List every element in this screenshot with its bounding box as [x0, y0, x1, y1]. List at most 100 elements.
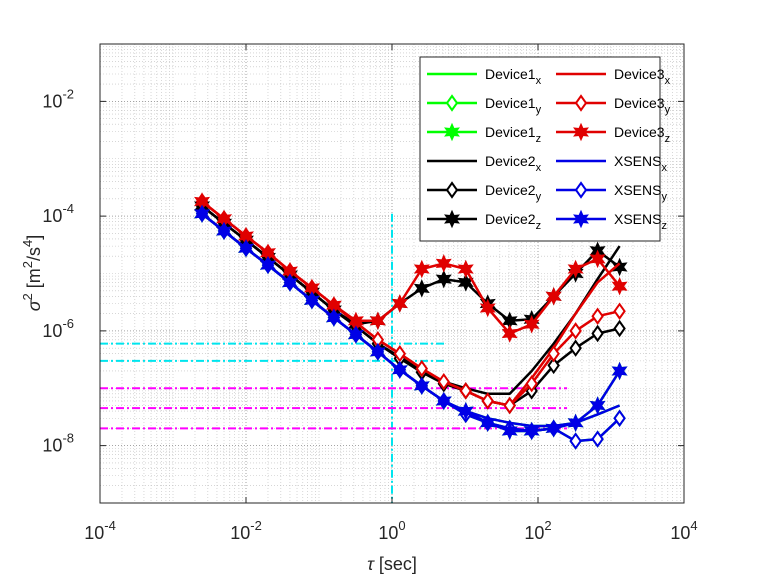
x-label-unit: [sec]: [374, 554, 417, 574]
tick-base: 10: [670, 523, 690, 543]
tick-exponent: -2: [250, 518, 262, 533]
tick-exponent: -8: [62, 431, 74, 446]
marker-diamond: [569, 432, 582, 450]
x-label-symbol: τ: [367, 554, 375, 574]
marker-star: [194, 204, 211, 224]
y-label-part: 2: [20, 261, 35, 268]
legend-name: XSENS: [614, 153, 661, 169]
marker-star: [413, 279, 430, 298]
marker-star: [413, 259, 430, 279]
legend-name: Device2: [485, 182, 536, 198]
legend-name: Device3: [614, 66, 665, 82]
y-label-part: /s: [24, 247, 44, 261]
legend-subscript: x: [536, 75, 542, 87]
legend-name: Device2: [485, 153, 536, 169]
tick-base: 10: [42, 91, 62, 111]
marker-star: [545, 419, 562, 438]
legend-label: Device3y: [614, 95, 671, 116]
marker-star: [413, 376, 430, 396]
legend-name: XSENS: [614, 211, 661, 227]
legend-subscript: z: [536, 220, 542, 232]
marker-diamond: [591, 324, 604, 343]
tick-label: 104: [670, 518, 697, 543]
tick-label: 102: [524, 518, 551, 543]
tick-label: 100: [378, 518, 405, 543]
marker-star: [523, 421, 540, 441]
legend-name: Device2: [485, 211, 536, 227]
marker-star: [501, 324, 518, 343]
marker-diamond: [547, 344, 560, 363]
legend: Device1xDevice1yDevice1zDevice2xDevice2y…: [419, 56, 671, 242]
marker-star: [501, 421, 518, 441]
legend-subscript: x: [661, 162, 667, 174]
marker-diamond: [547, 356, 560, 375]
legend-name: Device1: [485, 66, 536, 82]
marker-star: [435, 391, 452, 411]
y-label-part: ]: [24, 235, 44, 240]
legend-name: XSENS: [614, 182, 661, 198]
marker-diamond: [525, 374, 538, 393]
tick-exponent: 0: [398, 518, 405, 533]
tick-label: 10-4: [42, 201, 74, 226]
marker-star: [457, 259, 474, 279]
tick-exponent: -6: [62, 316, 74, 331]
series: [194, 192, 628, 450]
legend-subscript: z: [536, 133, 542, 145]
tick-base: 10: [42, 436, 62, 456]
marker-star: [523, 315, 540, 334]
marker-star: [611, 257, 628, 277]
tick-label: 10-4: [84, 518, 116, 543]
tick-exponent: -4: [62, 201, 74, 216]
legend-subscript: y: [536, 191, 542, 203]
marker-star: [444, 209, 460, 229]
legend-label: XSENSx: [614, 153, 667, 174]
marker-diamond: [591, 307, 604, 325]
marker-star: [369, 342, 386, 362]
marker-star: [457, 273, 474, 292]
legend-label: Device3z: [614, 124, 670, 145]
marker-diamond: [574, 181, 588, 199]
legend-label: Device3x: [614, 66, 671, 87]
tick-base: 10: [84, 523, 104, 543]
legend-label: Device1y: [485, 95, 542, 116]
tick-label: 10-2: [42, 86, 74, 111]
legend-label: XSENSy: [614, 182, 667, 203]
marker-star: [391, 294, 408, 313]
marker-star: [216, 221, 233, 241]
marker-diamond: [481, 392, 494, 410]
tick-base: 10: [42, 206, 62, 226]
legend-name: Device1: [485, 124, 536, 140]
marker-star: [611, 276, 628, 296]
marker-diamond: [613, 302, 626, 320]
marker-star: [567, 413, 584, 433]
legend-subscript: x: [536, 162, 542, 174]
legend-box: [419, 56, 661, 242]
marker-star: [573, 209, 589, 229]
marker-star: [303, 291, 321, 310]
marker-star: [589, 396, 606, 415]
y-axis-label: σ2 [m2/s4]: [20, 235, 44, 312]
marker-diamond: [437, 372, 451, 391]
legend-subscript: x: [665, 75, 671, 87]
tick-base: 10: [524, 523, 544, 543]
tick-exponent: 4: [690, 518, 697, 533]
marker-diamond: [591, 430, 604, 448]
tick-label: 10-2: [230, 518, 262, 543]
marker-diamond: [574, 94, 588, 112]
marker-diamond: [415, 359, 429, 378]
marker-star: [391, 360, 408, 380]
marker-diamond: [569, 339, 582, 357]
legend-label: XSENSz: [614, 211, 667, 232]
marker-star: [259, 255, 276, 275]
marker-diamond: [445, 181, 459, 199]
tick-label: 10-8: [42, 431, 74, 456]
tick-exponent: -2: [62, 86, 74, 101]
y-label-symbol: σ: [24, 299, 44, 311]
marker-star: [567, 259, 584, 279]
marker-star: [479, 298, 496, 318]
tick-exponent: 2: [544, 518, 551, 533]
series-group: [194, 192, 628, 343]
marker-star: [479, 413, 496, 433]
marker-star: [369, 311, 386, 331]
marker-star: [444, 122, 460, 142]
